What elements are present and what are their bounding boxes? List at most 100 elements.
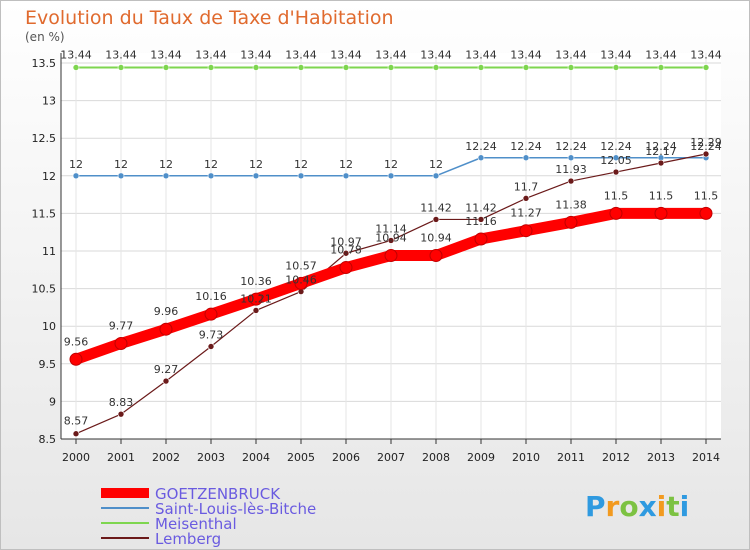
data-point: [657, 159, 665, 167]
data-point: [294, 276, 308, 290]
data-label: 12.05: [600, 154, 632, 167]
data-label: 13.44: [60, 49, 92, 62]
data-point: [252, 307, 260, 314]
x-tick-label: 2011: [557, 451, 585, 464]
data-label: 11.5: [604, 189, 629, 202]
data-point: [207, 64, 215, 71]
data-label: 10.21: [240, 292, 272, 305]
data-label: 12: [294, 158, 308, 171]
data-label: 10.16: [195, 290, 227, 303]
brand-logo-letter: x: [639, 490, 657, 523]
data-label: 13.44: [555, 49, 587, 62]
data-label: 11.42: [465, 201, 497, 214]
data-point: [342, 249, 350, 257]
data-point: [339, 261, 353, 275]
y-tick-label: 9: [49, 395, 56, 408]
x-tick-label: 2013: [647, 451, 675, 464]
data-point: [387, 237, 395, 244]
x-tick-label: 2014: [692, 451, 720, 464]
data-point: [117, 410, 125, 418]
x-tick-label: 2009: [467, 451, 495, 464]
data-point: [702, 150, 710, 158]
data-label: 10.46: [285, 274, 317, 287]
legend-label: Lemberg: [155, 530, 221, 548]
data-point: [567, 177, 575, 185]
data-label: 13.44: [285, 49, 317, 62]
data-label: 11.16: [465, 215, 497, 228]
data-point: [657, 64, 665, 71]
data-point: [609, 206, 623, 220]
data-point: [477, 154, 485, 162]
data-label: 11.5: [649, 189, 674, 202]
data-point: [702, 64, 710, 71]
data-label: 12: [429, 158, 443, 171]
data-label: 12.17: [645, 145, 677, 158]
data-point: [522, 154, 530, 162]
data-point: [564, 215, 578, 229]
data-point: [612, 168, 620, 176]
data-label: 12.24: [555, 140, 587, 153]
data-label: 10.36: [240, 275, 272, 288]
data-point: [384, 249, 398, 263]
data-label: 12: [339, 158, 353, 171]
data-label: 8.57: [64, 415, 89, 428]
data-label: 11.93: [555, 163, 587, 176]
brand-logo-letter: i: [657, 490, 667, 523]
brand-logo-letter: o: [619, 490, 638, 523]
data-label: 9.77: [109, 319, 134, 332]
data-label: 11.5: [694, 189, 719, 202]
data-point: [297, 172, 305, 180]
data-label: 12: [384, 158, 398, 171]
data-point: [432, 64, 440, 71]
y-tick-label: 11: [42, 245, 56, 258]
data-point: [522, 64, 530, 71]
data-label: 11.7: [514, 180, 539, 193]
data-label: 12: [159, 158, 173, 171]
legend-label: GOETZENBRUCK: [155, 485, 281, 503]
data-point: [432, 172, 440, 180]
data-point: [207, 172, 215, 180]
brand-logo: Proxiti: [585, 490, 689, 523]
data-point: [429, 249, 443, 263]
data-label: 10.57: [285, 259, 317, 272]
x-tick-label: 2003: [197, 451, 225, 464]
data-point: [432, 216, 440, 223]
data-label: 13.44: [600, 49, 632, 62]
data-point: [114, 336, 128, 350]
x-tick-label: 2004: [242, 451, 270, 464]
data-point: [612, 154, 620, 162]
data-point: [567, 154, 575, 162]
x-tick-label: 2010: [512, 451, 540, 464]
data-point: [207, 343, 215, 350]
data-label: 10.94: [375, 232, 407, 245]
legend-label: Saint-Louis-lès-Bitche: [155, 500, 316, 518]
data-point: [72, 64, 80, 71]
chart-subtitle: (en %): [25, 30, 65, 44]
data-point: [612, 64, 620, 71]
data-label: 13.44: [465, 49, 497, 62]
data-point: [297, 64, 305, 71]
data-point: [519, 224, 533, 238]
y-tick-label: 11.5: [32, 207, 57, 220]
data-point: [387, 64, 395, 71]
y-tick-label: 13.5: [32, 57, 57, 70]
y-tick-label: 12: [42, 170, 56, 183]
data-label: 11.27: [510, 207, 542, 220]
data-point: [567, 64, 575, 71]
data-label: 9.73: [199, 329, 224, 342]
data-label: 12: [69, 158, 83, 171]
y-tick-label: 10: [42, 320, 56, 333]
y-tick-label: 13: [42, 95, 56, 108]
data-label: 11.38: [555, 198, 587, 211]
data-label: 13.44: [375, 49, 407, 62]
y-tick-label: 9.5: [39, 358, 57, 371]
data-label: 9.27: [154, 363, 179, 376]
brand-logo-letter: i: [680, 490, 690, 523]
y-tick-label: 8.5: [39, 433, 57, 446]
y-tick-label: 10.5: [32, 283, 57, 296]
x-tick-label: 2000: [62, 451, 90, 464]
data-point: [699, 206, 713, 220]
data-point: [72, 172, 80, 180]
data-label: 10.94: [420, 232, 452, 245]
